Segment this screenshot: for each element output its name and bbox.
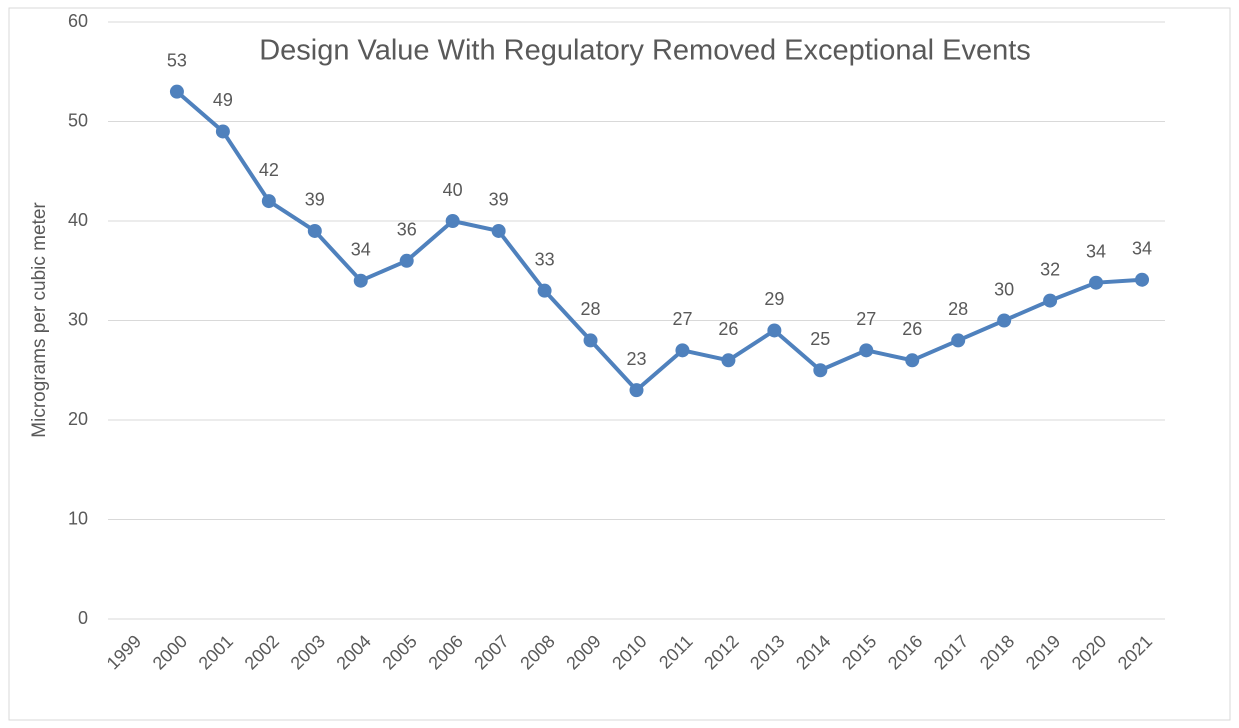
data-point [1043, 293, 1058, 308]
data-line [175, 90, 1143, 393]
data-point [169, 84, 184, 99]
data-point [491, 223, 506, 238]
data-point [261, 194, 276, 209]
data-label: 27 [672, 309, 692, 329]
data-label: 42 [259, 160, 279, 180]
data-label: 28 [581, 299, 601, 319]
data-point [721, 353, 736, 368]
data-label: 26 [718, 319, 738, 339]
data-point [951, 333, 966, 348]
data-point [353, 273, 368, 288]
data-point [997, 313, 1012, 328]
data-point [1135, 272, 1150, 287]
data-label: 34 [351, 239, 371, 259]
y-tick-label: 20 [68, 409, 88, 429]
data-label: 32 [1040, 259, 1060, 279]
data-label: 39 [489, 190, 509, 210]
data-point [445, 214, 460, 228]
data-point [399, 253, 414, 268]
data-label: 23 [626, 349, 646, 369]
data-label: 25 [810, 329, 830, 349]
data-point [629, 383, 644, 398]
data-point [675, 343, 690, 358]
data-label: 33 [535, 249, 555, 269]
data-label: 34 [1132, 238, 1152, 258]
data-label: 28 [948, 299, 968, 319]
data-point [905, 353, 920, 368]
data-label: 29 [764, 289, 784, 309]
y-tick-label: 0 [78, 608, 88, 628]
data-point [583, 333, 598, 348]
data-label: 49 [213, 90, 233, 110]
y-tick-label: 10 [68, 508, 88, 528]
y-tick-label: 60 [68, 11, 88, 31]
data-label: 27 [856, 309, 876, 329]
data-point [537, 283, 552, 298]
data-point [307, 223, 322, 238]
data-label: 26 [902, 319, 922, 339]
data-label: 40 [443, 180, 463, 200]
data-point [215, 124, 230, 139]
data-point [1089, 275, 1104, 290]
y-tick-label: 30 [68, 309, 88, 329]
y-tick-label: 40 [68, 210, 88, 230]
data-point [813, 363, 828, 378]
y-tick-label: 50 [68, 110, 88, 130]
data-label: 36 [397, 220, 417, 240]
y-axis-title: Micrograms per cubic meter [29, 202, 50, 438]
data-point [859, 343, 874, 358]
chart-border [8, 7, 1231, 721]
data-point [767, 323, 782, 338]
data-label: 34 [1086, 241, 1106, 261]
chart-title: Design Value With Regulatory Removed Exc… [259, 35, 1031, 67]
data-label: 39 [305, 190, 325, 210]
data-label: 30 [994, 279, 1014, 299]
data-label: 53 [167, 50, 187, 70]
